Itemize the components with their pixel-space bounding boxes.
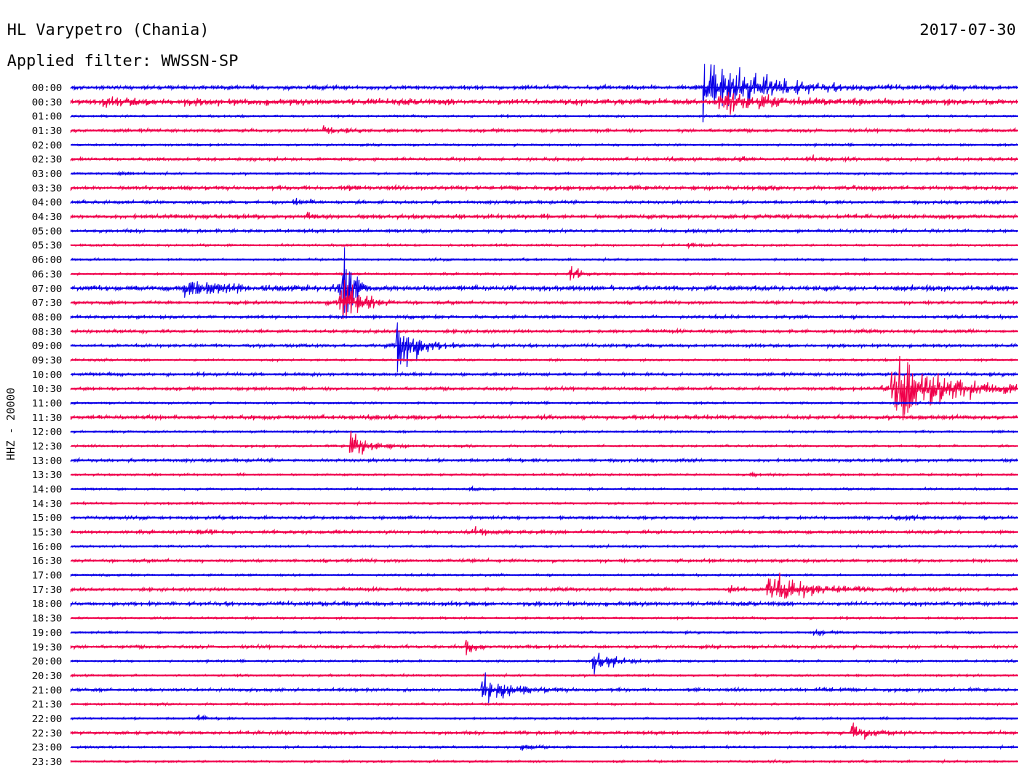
time-tick-label: 13:30 (32, 470, 62, 481)
time-tick-label: 13:00 (32, 456, 62, 467)
time-tick-label: 09:00 (32, 341, 62, 352)
trace-line (70, 91, 1018, 115)
trace-line (70, 154, 1018, 163)
time-tick-label: 23:00 (32, 743, 62, 754)
trace-line (70, 63, 1018, 123)
trace-line (70, 652, 1018, 675)
time-tick-label: 07:00 (32, 284, 62, 295)
trace-line (70, 322, 1018, 373)
filter-line: Applied filter: WWSSN-SP (7, 51, 238, 70)
time-tick-label: 15:00 (32, 513, 62, 524)
time-tick-label: 21:30 (32, 700, 62, 711)
time-tick-label: 10:00 (32, 370, 62, 381)
time-tick-label: 04:00 (32, 198, 62, 209)
time-tick-label: 22:30 (32, 728, 62, 739)
trace-line (70, 639, 1018, 656)
time-tick-label: 05:00 (32, 226, 62, 237)
time-tick-label: 16:00 (32, 542, 62, 553)
trace-line (70, 125, 1018, 135)
trace-line (70, 279, 1018, 320)
trace-line (70, 211, 1018, 221)
time-tick-label: 20:00 (32, 657, 62, 668)
time-tick-label: 22:00 (32, 714, 62, 725)
time-tick-label: 03:00 (32, 169, 62, 180)
trace-line (70, 431, 1018, 455)
time-tick-label: 14:30 (32, 499, 62, 510)
time-tick-label: 08:00 (32, 312, 62, 323)
time-tick-label: 01:00 (32, 112, 62, 123)
time-tick-label: 04:30 (32, 212, 62, 223)
time-tick-label: 19:00 (32, 628, 62, 639)
time-tick-label: 19:30 (32, 642, 62, 653)
time-tick-label: 02:00 (32, 140, 62, 151)
time-tick-label: 08:30 (32, 327, 62, 338)
time-tick-label: 23:30 (32, 757, 62, 768)
time-tick-label: 20:30 (32, 671, 62, 682)
time-tick-label: 17:30 (32, 585, 62, 596)
trace-line (70, 722, 1018, 740)
plot-date: 2017-07-30 (919, 20, 1016, 39)
station-title: HL Varypetro (Chania) (7, 20, 210, 39)
time-tick-label: 07:30 (32, 298, 62, 309)
time-tick-label: 17:00 (32, 571, 62, 582)
time-tick-label: 12:00 (32, 427, 62, 438)
filter-value: WWSSN-SP (161, 51, 239, 70)
time-tick-label: 06:00 (32, 255, 62, 266)
time-tick-label: 15:30 (32, 528, 62, 539)
time-tick-label: 10:30 (32, 384, 62, 395)
trace-line (70, 572, 1018, 599)
time-tick-label: 21:00 (32, 685, 62, 696)
time-tick-label: 11:30 (32, 413, 62, 424)
time-tick-label: 00:30 (32, 97, 62, 108)
time-tick-label: 14:00 (32, 485, 62, 496)
time-tick-label: 03:30 (32, 183, 62, 194)
time-tick-label: 06:30 (32, 269, 62, 280)
time-tick-label: 18:30 (32, 614, 62, 625)
time-tick-label: 11:00 (32, 398, 62, 409)
time-tick-label: 09:30 (32, 355, 62, 366)
time-tick-label: 16:30 (32, 556, 62, 567)
trace-line (70, 247, 1018, 319)
trace-line (70, 525, 1018, 536)
filter-label: Applied filter: (7, 51, 152, 70)
time-tick-label: 12:30 (32, 442, 62, 453)
time-tick-label: 02:30 (32, 155, 62, 166)
time-tick-label: 05:30 (32, 241, 62, 252)
trace-line (70, 672, 1018, 704)
time-tick-label: 01:30 (32, 126, 62, 137)
time-tick-label: 18:00 (32, 599, 62, 610)
time-tick-label: 00:00 (32, 83, 62, 94)
